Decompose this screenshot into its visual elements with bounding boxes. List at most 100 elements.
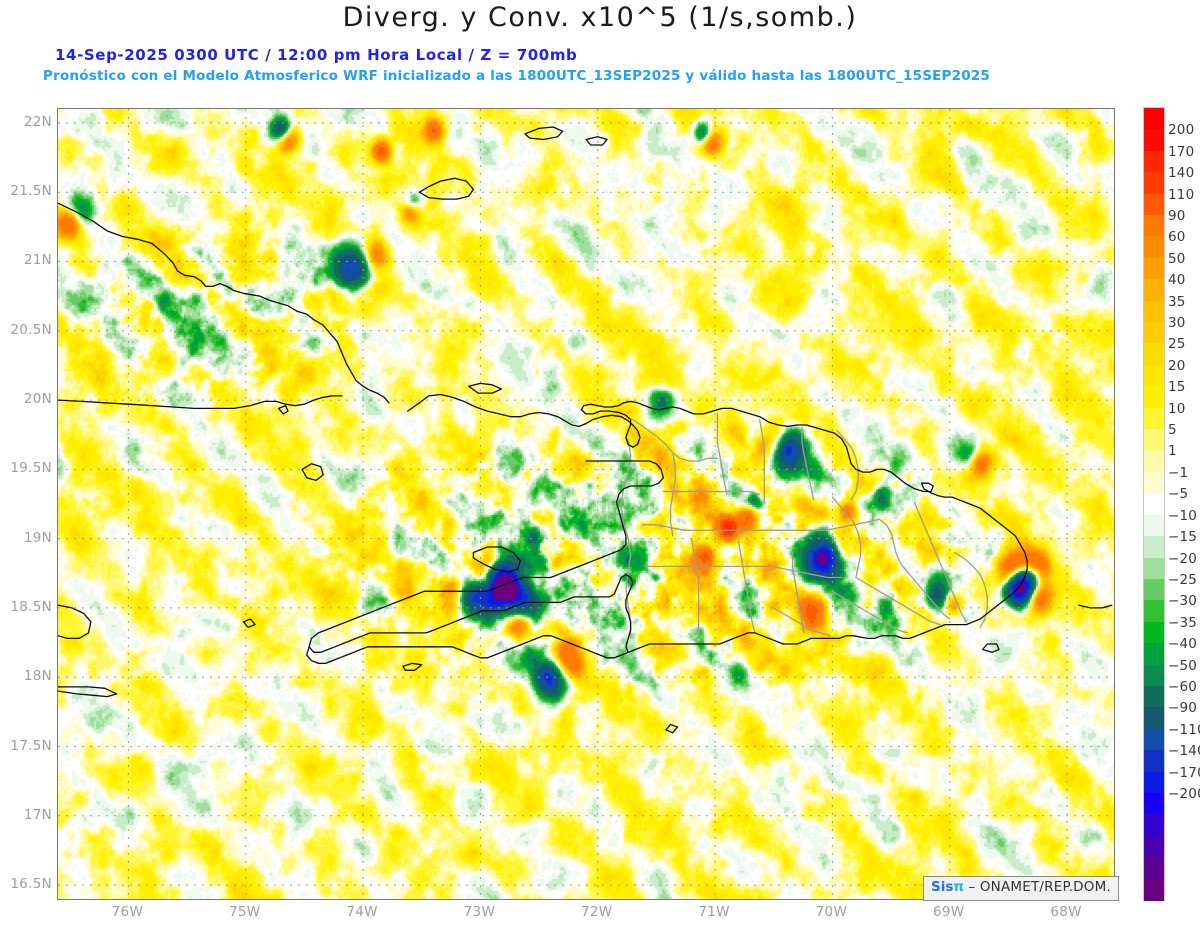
- colorbar-tick: 200: [1168, 122, 1195, 139]
- colorbar-segment: [1143, 471, 1165, 494]
- colorbar-segment: [1143, 664, 1165, 687]
- colorbar-tick: 60: [1168, 229, 1186, 246]
- colorbar-segment: [1143, 514, 1165, 537]
- x-axis-tick: 71W: [698, 904, 730, 920]
- colorbar-segment: [1143, 429, 1165, 452]
- colorbar-segment: [1143, 878, 1165, 901]
- colorbar-tick: −50: [1168, 657, 1198, 674]
- page-title: Diverg. y Conv. x10^5 (1/s,somb.): [342, 2, 858, 33]
- y-axis-tick: 18N: [23, 668, 52, 685]
- colorbar-tick: −1: [1168, 464, 1189, 481]
- y-axis-tick: 22N: [23, 113, 52, 130]
- colorbar-tick: 110: [1168, 186, 1195, 203]
- colorbar-segment: [1143, 771, 1165, 794]
- colorbar-segment: [1143, 578, 1165, 601]
- y-axis-tick: 17N: [23, 806, 52, 823]
- colorbar-tick: 15: [1168, 379, 1186, 396]
- colorbar-segment: [1143, 750, 1165, 773]
- watermark-onamet: Sisπ – ONAMET/REP.DOM.: [923, 876, 1119, 901]
- x-axis-tick: 72W: [581, 904, 613, 920]
- colorbar-segment: [1143, 322, 1165, 345]
- colorbar-segment: [1143, 129, 1165, 152]
- colorbar-tick: −10: [1168, 507, 1198, 524]
- colorbar-tick: 170: [1168, 143, 1195, 160]
- y-axis-tick: 16.5N: [10, 876, 52, 893]
- colorbar-tick: −140: [1168, 743, 1200, 760]
- colorbar-tick: −15: [1168, 529, 1198, 546]
- colorbar-tick: −110: [1168, 721, 1200, 738]
- x-axis-labels: 76W 75W 74W 73W 72W 71W 70W 69W 68W: [0, 900, 1200, 927]
- x-axis-tick: 68W: [1050, 904, 1082, 920]
- x-axis-tick: 75W: [229, 904, 261, 920]
- y-axis-tick: 21.5N: [10, 183, 52, 200]
- colorbar-segment: [1143, 343, 1165, 366]
- colorbar-segment: [1143, 792, 1165, 815]
- colorbar-tick: −60: [1168, 678, 1198, 695]
- lat-lon-gridlines: [58, 109, 1114, 899]
- colorbar-segment: [1143, 108, 1165, 130]
- y-axis-tick: 20.5N: [10, 321, 52, 338]
- colorbar-tick: −40: [1168, 636, 1198, 653]
- colorbar-tick: −170: [1168, 764, 1200, 781]
- colorbar-segment: [1143, 236, 1165, 259]
- colorbar-segment: [1143, 450, 1165, 473]
- valid-time-subtitle: 14-Sep-2025 0300 UTC / 12:00 pm Hora Loc…: [55, 46, 578, 64]
- y-axis-tick: 17.5N: [10, 737, 52, 754]
- colorbar-segment: [1143, 728, 1165, 751]
- colorbar-segment: [1143, 536, 1165, 559]
- colorbar-segment: [1143, 279, 1165, 302]
- colorbar-segment: [1143, 600, 1165, 623]
- colorbar-tick: −20: [1168, 550, 1198, 567]
- colorbar-segment: [1143, 407, 1165, 430]
- coastline-and-borders: [58, 126, 1113, 734]
- colorbar-segment: [1143, 493, 1165, 516]
- sis-label: Sis: [931, 879, 954, 895]
- colorbar-segment: [1143, 707, 1165, 730]
- y-axis-tick: 21N: [23, 252, 52, 269]
- colorbar-tick: 35: [1168, 293, 1186, 310]
- colorbar-segment: [1143, 643, 1165, 666]
- colorbar-segment: [1143, 150, 1165, 173]
- pi-icon: π: [953, 879, 965, 895]
- colorbar-segment: [1143, 835, 1165, 858]
- colorbar-tick: 30: [1168, 315, 1186, 332]
- colorbar-segment: [1143, 257, 1165, 280]
- y-axis-tick: 19N: [23, 529, 52, 546]
- y-axis-tick: 19.5N: [10, 460, 52, 477]
- colorbar-segment: [1143, 857, 1165, 880]
- x-axis-tick: 69W: [933, 904, 965, 920]
- x-axis-tick: 76W: [111, 904, 144, 920]
- divergence-shading-field: [58, 109, 1114, 899]
- colorbar-tick: 25: [1168, 336, 1186, 353]
- colorbar-segment: [1143, 685, 1165, 708]
- x-axis-tick: 73W: [463, 904, 496, 920]
- y-axis-tick: 18.5N: [10, 598, 52, 615]
- colorbar-tick: 140: [1168, 165, 1195, 182]
- colorbar-tick: 1: [1168, 443, 1177, 460]
- x-axis-tick: 74W: [346, 904, 378, 920]
- colorbar-tick: −35: [1168, 614, 1198, 631]
- colorbar-segment: [1143, 814, 1165, 837]
- colorbar-segment: [1143, 621, 1165, 644]
- colorbar-tick: −25: [1168, 571, 1198, 588]
- org-label: – ONAMET/REP.DOM.: [968, 879, 1111, 895]
- colorbar-segment: [1143, 557, 1165, 580]
- colorbar-segment: [1143, 172, 1165, 195]
- colorbar-tick: −5: [1168, 486, 1189, 503]
- colorbar-segment: [1143, 364, 1165, 387]
- colorbar: [1143, 107, 1165, 901]
- y-axis-labels: 22N 21.5N 21N 20.5N 20N 19.5N 19N 18.5N 18N 17.5N…: [0, 0, 56, 927]
- colorbar-segment: [1143, 386, 1165, 409]
- colorbar-tick: −30: [1168, 593, 1198, 610]
- colorbar-tick: 40: [1168, 272, 1186, 289]
- colorbar-tick: 10: [1168, 400, 1186, 417]
- colorbar-tick: −90: [1168, 700, 1198, 717]
- colorbar-tick: 50: [1168, 250, 1186, 267]
- colorbar-tick: 90: [1168, 208, 1186, 225]
- model-info-subtitle: Pronóstico con el Modelo Atmosferico WRF…: [43, 68, 991, 84]
- colorbar-segment: [1143, 215, 1165, 238]
- colorbar-tick: 5: [1168, 422, 1177, 439]
- y-axis-tick: 20N: [23, 391, 52, 408]
- colorbar-segment: [1143, 193, 1165, 216]
- colorbar-tick: 20: [1168, 357, 1186, 374]
